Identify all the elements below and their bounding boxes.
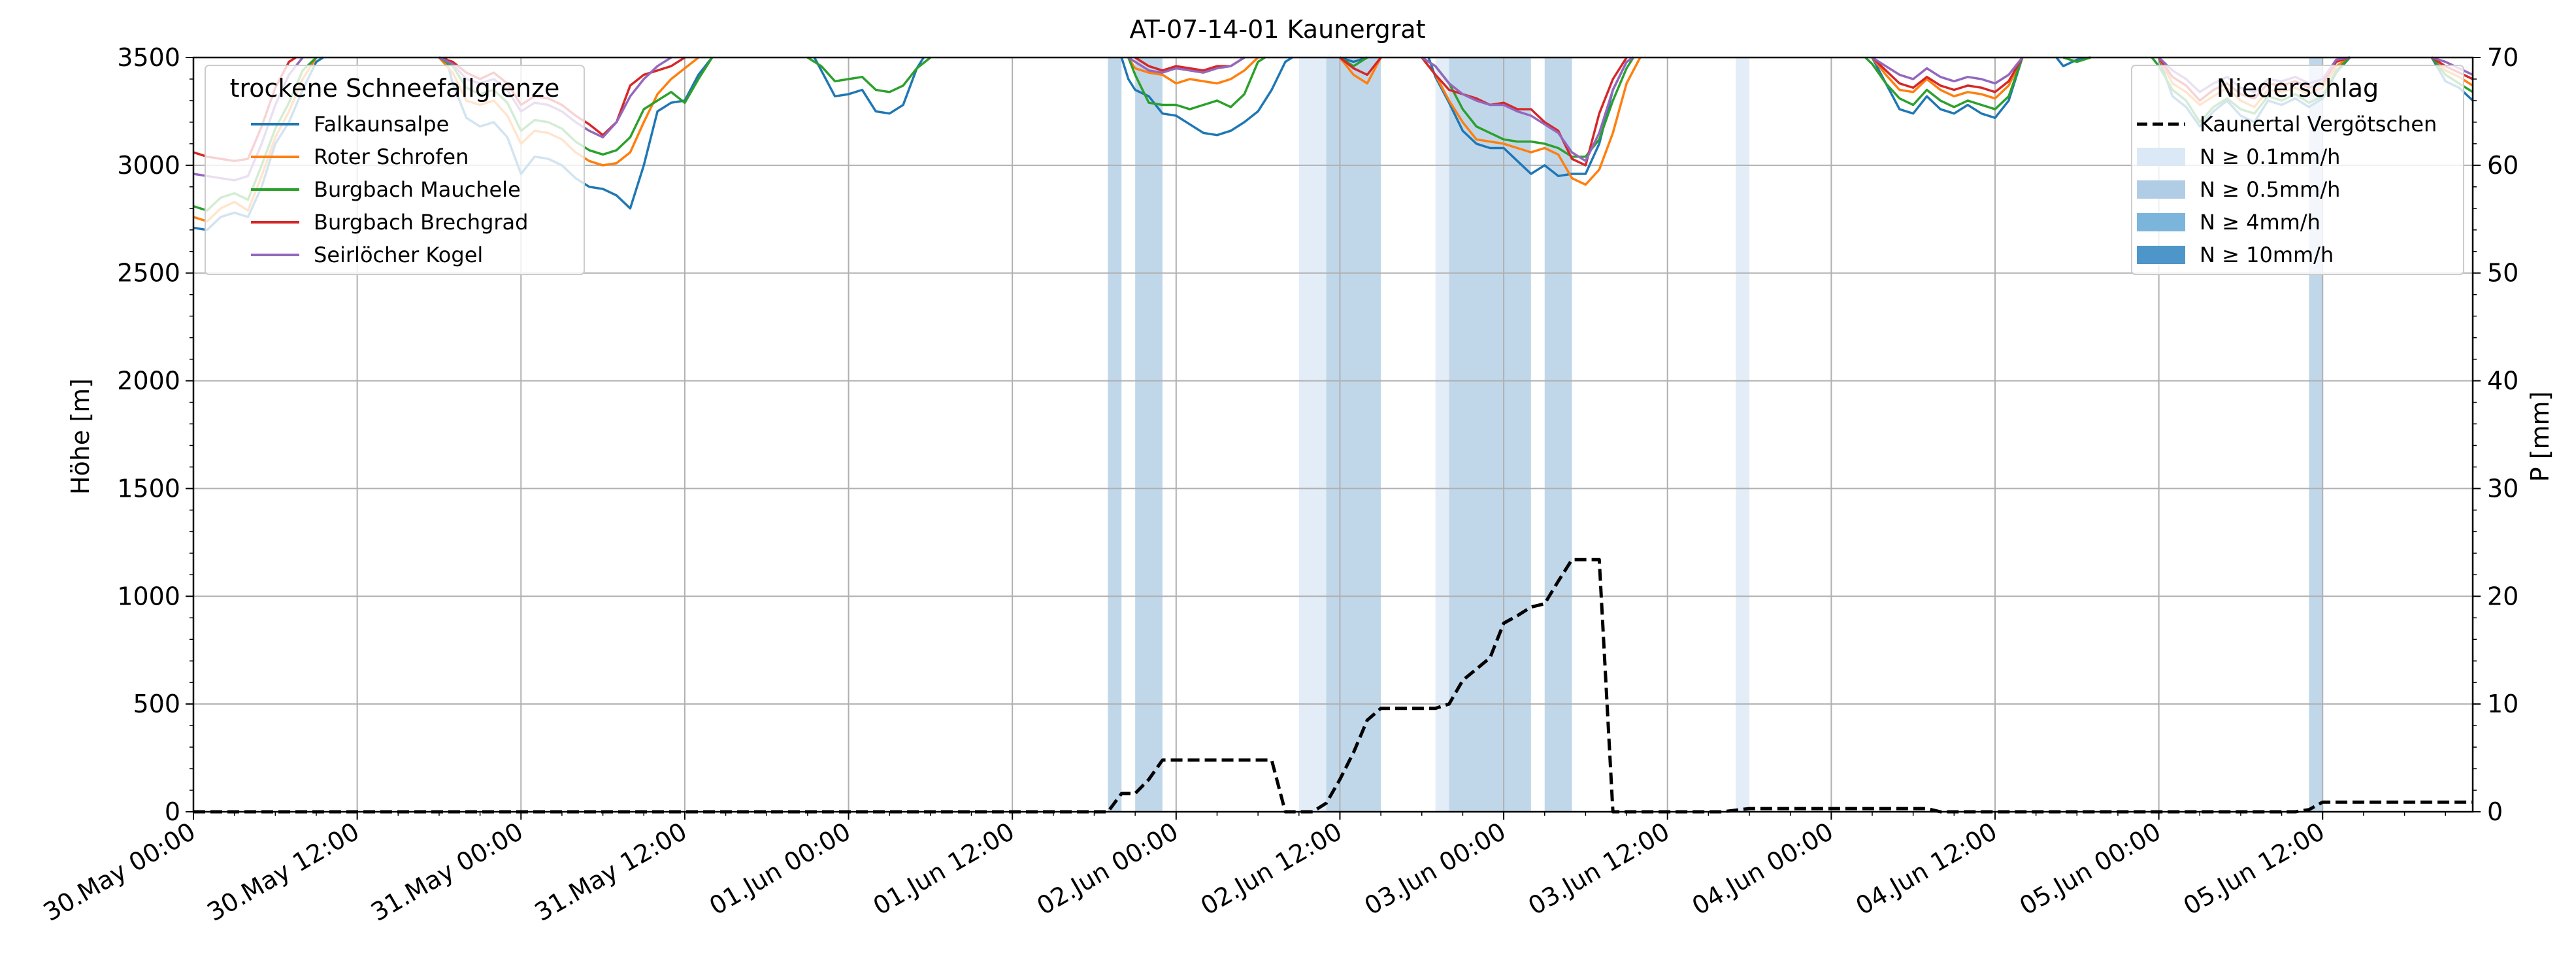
precip-bands	[1108, 58, 2323, 812]
legend-label: Seirlöcher Kogel	[314, 242, 483, 267]
y-tick-label-left: 0	[165, 797, 180, 826]
legend-swatch	[2137, 148, 2185, 166]
plot-frame	[192, 56, 2474, 813]
y-tick-label-right: 60	[2487, 151, 2518, 180]
series-line	[1127, 56, 1259, 85]
legend-label: Burgbach Mauchele	[314, 177, 521, 202]
precip-band	[1135, 58, 1163, 812]
series-line	[1871, 56, 2024, 100]
axes	[192, 56, 2474, 813]
y-axis-label-left: Höhe [m]	[66, 378, 95, 495]
y-tick-label-right: 70	[2487, 43, 2518, 72]
legend-box	[205, 65, 585, 275]
y-tick-label-right: 10	[2487, 690, 2518, 718]
legend-label: N ≥ 0.1mm/h	[2200, 144, 2340, 169]
y-tick-label-left: 2500	[117, 259, 180, 288]
series-line	[1871, 56, 2024, 93]
y-tick-label-left: 500	[133, 690, 180, 718]
legend-title: Niederschlag	[2217, 74, 2379, 103]
legend-snowline: trockene Schneefallgrenze Falkaunsalpe Rot…	[205, 65, 585, 275]
series-line	[1421, 56, 1628, 167]
legend-swatch	[2137, 246, 2185, 264]
series-line	[1339, 56, 1368, 63]
series-line	[2062, 56, 2091, 63]
series-line	[1339, 56, 1382, 85]
series-line	[1864, 56, 2024, 110]
precip-line	[193, 558, 2473, 814]
legend-label: Kaunertal Vergötschen	[2200, 112, 2437, 137]
precip-band	[1544, 58, 1572, 812]
precip-band	[1298, 58, 1327, 812]
y-tick-label-right: 50	[2487, 259, 2518, 288]
y-tick-label-right: 20	[2487, 582, 2518, 610]
series-line	[1872, 56, 2024, 85]
series-line	[1127, 56, 1266, 110]
series-line	[813, 57, 925, 115]
precip-band	[1449, 58, 1531, 812]
legend-label: N ≥ 4mm/h	[2200, 210, 2320, 235]
series-line	[1339, 56, 1382, 76]
y-tick-label-right: 0	[2487, 797, 2503, 826]
precip-band	[1326, 58, 1381, 812]
y-tick-label-right: 30	[2487, 474, 2518, 503]
precip-band	[1736, 58, 1750, 812]
legend-swatch	[2137, 180, 2185, 199]
legend-label: N ≥ 10mm/h	[2200, 242, 2334, 267]
y-tick-label-left: 1000	[117, 582, 180, 610]
legend-label: N ≥ 0.5mm/h	[2200, 177, 2340, 202]
series-line	[1127, 56, 1246, 74]
legend-label: Burgbach Brechgrad	[314, 210, 528, 235]
y-axis-label-right: P [mm]	[2526, 392, 2554, 482]
series-line	[1421, 56, 1642, 186]
legend-swatch	[2137, 213, 2185, 231]
precip-cumulative	[193, 558, 2473, 814]
series-line	[1120, 56, 1293, 137]
series-line	[1421, 56, 1634, 163]
legend-box	[2131, 65, 2464, 275]
series-line	[1871, 57, 2024, 120]
series-line	[806, 56, 931, 93]
precip-band	[1435, 58, 1449, 812]
y-tick-label-left: 1500	[117, 474, 180, 503]
legend-title: trockene Schneefallgrenze	[230, 74, 560, 103]
legend-label: Falkaunsalpe	[314, 112, 449, 137]
y-tick-label-left: 3000	[117, 151, 180, 180]
y-tick-label-left: 2000	[117, 367, 180, 395]
legend-precip: Niederschlag Kaunertal Vergötschen N ≥ 0.1…	[2131, 65, 2464, 275]
series-line	[1421, 56, 1634, 158]
y-tick-label-left: 3500	[117, 43, 180, 72]
chart-title: AT-07-14-01 Kaunergrat	[1129, 15, 1425, 44]
legend-label: Roter Schrofen	[314, 144, 469, 169]
y-tick-label-right: 40	[2487, 367, 2518, 395]
precip-band	[1108, 58, 1122, 812]
